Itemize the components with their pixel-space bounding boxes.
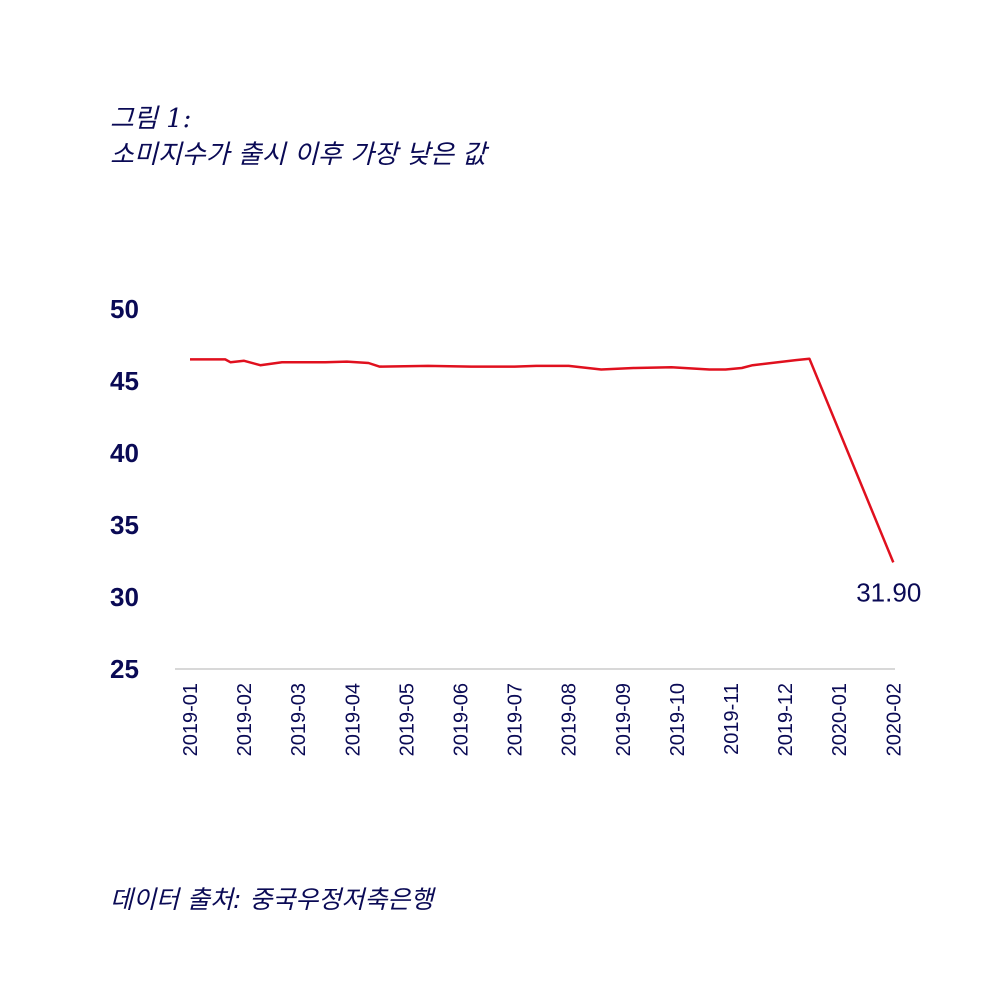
x-tick-label: 2019-08 (559, 683, 581, 756)
y-tick-label: 25 (110, 654, 139, 684)
chart-title: 소미지수가 출시 이후 가장 낮은 값 (110, 140, 487, 170)
x-tick-label: 2019-05 (396, 683, 418, 756)
series-line (190, 357, 895, 563)
x-tick-label: 2019-11 (721, 683, 743, 755)
x-tick-label: 2019-06 (451, 683, 473, 756)
y-axis-ticks: 50 45 40 35 30 25 (110, 294, 139, 684)
x-tick-label: 2019-07 (505, 683, 527, 756)
x-tick-label: 2019-03 (288, 683, 310, 756)
y-tick-label: 50 (110, 294, 139, 324)
y-tick-label: 45 (110, 366, 139, 396)
x-tick-label: 2020-02 (883, 683, 905, 756)
x-tick-label: 2019-04 (342, 683, 364, 756)
x-tick-label: 2020-01 (829, 683, 851, 756)
y-tick-label: 30 (110, 582, 139, 612)
figure-label: 그림 1: (110, 104, 192, 134)
data-label: 31.90 (856, 577, 921, 607)
x-axis-ticks: 2019-01 2019-02 2019-03 2019-04 2019-05 2019-… (180, 683, 905, 756)
y-tick-label: 35 (110, 510, 139, 540)
annotations: 31.90 (856, 577, 921, 607)
y-tick-label: 40 (110, 438, 139, 468)
x-tick-label: 2019-12 (775, 683, 797, 756)
x-tick-label: 2019-10 (667, 683, 689, 756)
x-tick-label: 2019-02 (234, 683, 256, 756)
data-source: 데이터 출처: 중국우정저축은행 (110, 885, 434, 914)
x-tick-label: 2019-01 (180, 683, 202, 756)
x-tick-label: 2019-09 (613, 683, 635, 756)
